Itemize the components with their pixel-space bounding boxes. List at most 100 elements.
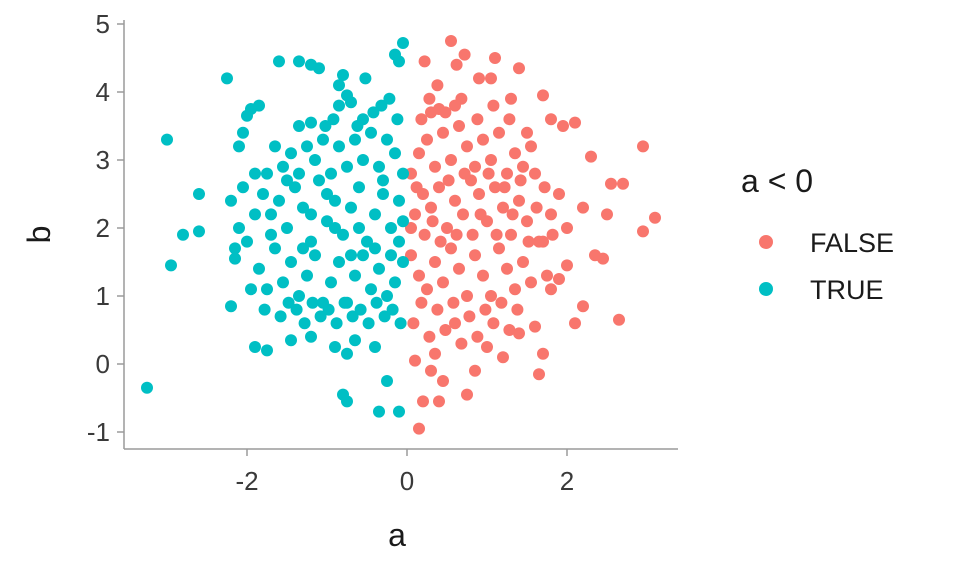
point-true-30 bbox=[305, 330, 317, 343]
point-true-107 bbox=[354, 303, 367, 316]
point-false-134 bbox=[538, 181, 551, 194]
point-true-121 bbox=[367, 106, 380, 119]
point-true-55 bbox=[313, 174, 325, 187]
point-true-47 bbox=[377, 188, 389, 200]
y-tick-label: 0 bbox=[96, 349, 110, 379]
point-true-0 bbox=[397, 37, 409, 49]
point-false-83 bbox=[509, 283, 521, 296]
point-true-28 bbox=[261, 344, 273, 357]
point-false-1 bbox=[418, 55, 431, 68]
point-false-76 bbox=[453, 262, 465, 275]
point-false-57 bbox=[473, 188, 485, 200]
point-false-126 bbox=[474, 208, 487, 221]
point-false-105 bbox=[415, 296, 428, 309]
point-false-143 bbox=[431, 79, 444, 92]
point-true-93 bbox=[325, 167, 337, 180]
point-false-79 bbox=[477, 269, 489, 282]
point-false-22 bbox=[637, 225, 649, 238]
legend-swatch-true bbox=[759, 282, 773, 296]
point-true-125 bbox=[359, 72, 372, 85]
legend-title: a < 0 bbox=[741, 163, 813, 199]
point-true-49 bbox=[361, 235, 373, 248]
point-false-73 bbox=[429, 256, 441, 268]
point-false-2 bbox=[458, 48, 471, 61]
point-false-111 bbox=[463, 310, 476, 323]
point-true-122 bbox=[351, 120, 364, 132]
y-tick-label: 3 bbox=[96, 145, 110, 175]
legend-item-true: TRUE bbox=[759, 275, 884, 305]
point-true-12 bbox=[273, 55, 285, 68]
point-true-73 bbox=[333, 256, 345, 268]
point-false-93 bbox=[445, 154, 457, 166]
point-false-40 bbox=[413, 422, 425, 435]
point-true-119 bbox=[391, 113, 404, 126]
point-true-26 bbox=[141, 381, 153, 394]
point-true-86 bbox=[381, 133, 393, 146]
point-false-96 bbox=[469, 160, 481, 173]
point-true-64 bbox=[241, 235, 253, 248]
point-false-85 bbox=[525, 276, 537, 289]
point-true-48 bbox=[369, 208, 381, 221]
point-true-23 bbox=[177, 228, 189, 241]
point-false-108 bbox=[439, 324, 452, 336]
point-true-22 bbox=[193, 188, 205, 200]
legend: a < 0 FALSE TRUE bbox=[741, 163, 894, 305]
point-false-12 bbox=[425, 106, 437, 119]
point-false-19 bbox=[605, 177, 617, 190]
point-false-115 bbox=[495, 296, 508, 309]
point-false-8 bbox=[537, 89, 549, 102]
point-true-68 bbox=[373, 262, 385, 275]
point-false-91 bbox=[429, 160, 441, 173]
point-true-134 bbox=[321, 188, 333, 200]
point-true-128 bbox=[385, 249, 397, 262]
point-false-4 bbox=[489, 52, 501, 64]
point-false-68 bbox=[561, 222, 573, 234]
point-true-89 bbox=[357, 154, 369, 166]
point-true-120 bbox=[383, 92, 396, 105]
point-true-6 bbox=[345, 96, 357, 109]
point-true-60 bbox=[273, 194, 285, 207]
point-true-130 bbox=[369, 242, 381, 255]
point-false-98 bbox=[485, 154, 497, 166]
point-false-137 bbox=[423, 92, 436, 105]
point-true-133 bbox=[329, 222, 341, 234]
point-false-27 bbox=[569, 317, 581, 330]
point-false-107 bbox=[431, 303, 444, 316]
point-false-54 bbox=[449, 194, 461, 207]
point-true-127 bbox=[393, 235, 405, 248]
point-true-40 bbox=[285, 334, 297, 347]
point-true-71 bbox=[349, 269, 361, 282]
point-false-59 bbox=[489, 181, 501, 194]
point-false-114 bbox=[487, 317, 500, 330]
point-false-39 bbox=[433, 395, 445, 408]
point-false-66 bbox=[545, 208, 557, 221]
point-true-99 bbox=[277, 160, 289, 173]
point-true-109 bbox=[338, 296, 351, 309]
point-false-100 bbox=[501, 167, 513, 180]
point-false-110 bbox=[455, 337, 468, 350]
legend-item-false: FALSE bbox=[759, 228, 894, 258]
point-true-35 bbox=[381, 375, 393, 387]
point-false-142 bbox=[503, 113, 516, 126]
x-axis-title: a bbox=[388, 517, 406, 553]
point-true-67 bbox=[381, 290, 393, 302]
point-false-15 bbox=[521, 126, 533, 139]
point-false-106 bbox=[423, 330, 436, 343]
point-true-62 bbox=[257, 188, 269, 200]
point-false-94 bbox=[453, 120, 465, 132]
point-false-130 bbox=[506, 208, 519, 221]
point-false-125 bbox=[466, 228, 479, 241]
point-true-4 bbox=[333, 79, 345, 92]
point-false-48 bbox=[405, 222, 417, 234]
point-true-94 bbox=[317, 133, 329, 146]
point-false-89 bbox=[413, 147, 425, 160]
point-false-72 bbox=[421, 283, 433, 296]
point-true-103 bbox=[386, 303, 399, 316]
point-false-113 bbox=[479, 303, 492, 316]
y-tick-label: 1 bbox=[96, 281, 110, 311]
point-false-78 bbox=[469, 249, 481, 262]
y-tick-label: -1 bbox=[87, 417, 110, 447]
point-true-126 bbox=[375, 99, 388, 112]
point-false-49 bbox=[409, 208, 421, 221]
point-false-139 bbox=[455, 92, 468, 105]
